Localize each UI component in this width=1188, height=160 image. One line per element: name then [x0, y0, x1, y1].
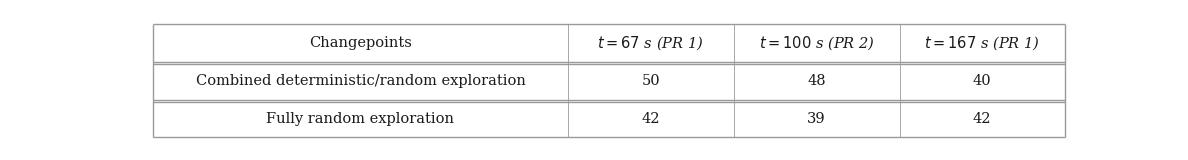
Text: Fully random exploration: Fully random exploration [266, 112, 455, 126]
Text: Combined deterministic/random exploration: Combined deterministic/random exploratio… [196, 74, 525, 88]
Text: Changepoints: Changepoints [309, 36, 412, 50]
Text: 42: 42 [973, 112, 991, 126]
Text: 50: 50 [642, 74, 661, 88]
Text: 40: 40 [973, 74, 992, 88]
Text: $t = 167$ s (PR 1): $t = 167$ s (PR 1) [924, 34, 1040, 52]
Text: $t = 67$ s (PR 1): $t = 67$ s (PR 1) [598, 34, 704, 52]
Text: 39: 39 [808, 112, 826, 126]
Text: 48: 48 [808, 74, 826, 88]
Text: $t = 100$ s (PR 2): $t = 100$ s (PR 2) [759, 34, 874, 52]
Text: 42: 42 [642, 112, 661, 126]
